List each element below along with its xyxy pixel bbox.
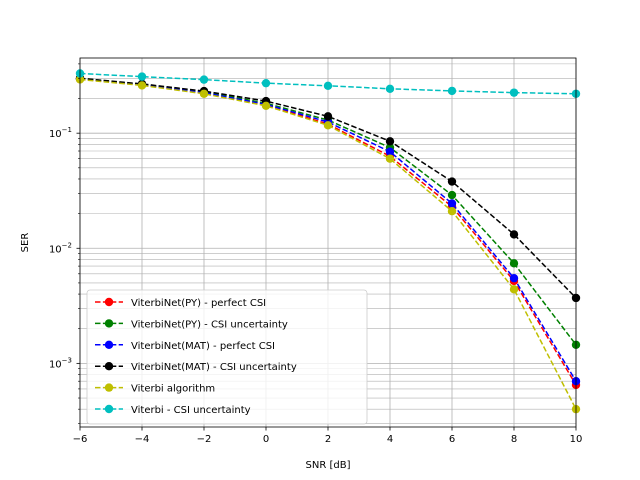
series-line: [79, 77, 577, 299]
data-point: [385, 147, 395, 156]
x-tick-label: −2: [197, 434, 212, 445]
legend-label: ViterbiNet(MAT) - perfect CSI: [131, 341, 275, 352]
data-point: [447, 86, 457, 96]
legend-label: ViterbiNet(PY) - perfect CSI: [131, 298, 266, 309]
legend-label: Viterbi - CSI uncertainty: [131, 405, 251, 416]
x-tick-label: 4: [387, 434, 393, 445]
x-tick-label: 10: [570, 434, 583, 445]
data-point: [199, 75, 209, 84]
data-point: [447, 177, 457, 186]
data-point: [447, 206, 457, 216]
legend-marker: [104, 340, 114, 349]
x-tick-label: −6: [73, 434, 88, 445]
legend-box: [86, 289, 368, 425]
data-point: [509, 273, 519, 283]
data-point: [323, 121, 333, 130]
data-point: [385, 154, 395, 163]
legend-label: ViterbiNet(MAT) - CSI uncertainty: [131, 362, 297, 373]
data-point: [137, 81, 147, 90]
y-tick-base: 10: [49, 244, 62, 255]
data-point: [323, 112, 333, 121]
y-tick-label: 10−3: [49, 356, 72, 370]
x-tick-label: 6: [449, 434, 455, 445]
series-lines: [75, 69, 581, 414]
data-point: [509, 259, 519, 268]
y-tick-base: 10: [49, 129, 62, 140]
x-tick-label: 8: [511, 434, 517, 445]
data-point: [447, 199, 457, 208]
legend-marker: [104, 383, 114, 392]
data-point: [509, 230, 519, 239]
data-point: [261, 101, 271, 110]
y-tick-label: 10−1: [49, 126, 72, 140]
y-tick-exponent: −2: [62, 241, 72, 249]
y-tick-exponent: −1: [62, 126, 72, 134]
data-point: [137, 72, 147, 81]
y-tick-label: 10−2: [49, 241, 72, 255]
data-point: [509, 285, 519, 294]
data-point: [199, 89, 209, 98]
x-axis-label: SNR [dB]: [306, 460, 351, 471]
data-point: [385, 137, 395, 146]
data-point: [385, 84, 395, 94]
legend-marker: [104, 362, 114, 371]
y-tick-exponent: −3: [62, 356, 72, 364]
x-tick-label: 2: [325, 434, 331, 445]
legend-marker: [104, 319, 114, 328]
y-axis-label: SER: [20, 233, 31, 253]
legend-label: Viterbi algorithm: [131, 384, 215, 395]
legend-marker: [104, 297, 114, 307]
y-tick-base: 10: [49, 359, 62, 370]
legend-marker: [104, 404, 114, 414]
legend-label: ViterbiNet(PY) - CSI uncertainty: [131, 319, 288, 330]
x-tick-label: −4: [135, 434, 150, 445]
data-point: [509, 88, 519, 97]
data-point: [261, 78, 271, 88]
data-point: [447, 190, 457, 200]
legend: ViterbiNet(PY) - perfect CSI ViterbiNet(P…: [86, 289, 368, 425]
data-point: [323, 81, 333, 91]
x-tick-label: 0: [263, 434, 269, 445]
